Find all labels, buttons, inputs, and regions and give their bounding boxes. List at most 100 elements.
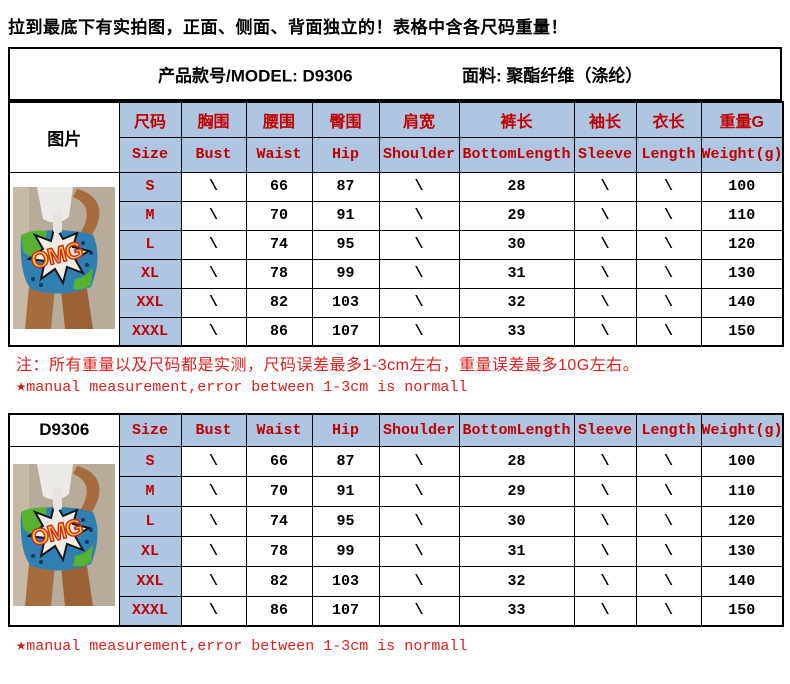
cell-weight: 140 [700,565,784,597]
cell-bottomlength: 30 [458,505,575,537]
cell-shoulder: \ [378,535,460,567]
cell-waist: 70 [245,200,313,231]
cell-sleeve: \ [573,505,637,537]
col-header-cn-hip: 臀围 [311,101,380,138]
cell-bust: \ [180,475,247,507]
cell-length: \ [635,258,702,289]
col-header-en-length: Length [635,136,702,173]
size-label: M [118,475,182,507]
cell-waist: 82 [245,565,313,597]
cell-sleeve: \ [573,595,637,627]
col-header-cn-length: 衣长 [635,101,702,138]
table-row: XXL \ 82 103 \ 32 \ \ 140 [9,287,784,318]
size-label: L [118,505,182,537]
cell-shoulder: \ [378,505,460,537]
col-header-en-hip: Hip [311,136,380,173]
col-header-en-waist: Waist [245,413,313,447]
cell-length: \ [635,505,702,537]
col-header-en-weight: Weight(g) [700,136,784,173]
cell-bust: \ [180,258,247,289]
cell-bottomlength: 31 [458,258,575,289]
table-row: XL \ 78 99 \ 31 \ \ 130 [9,535,784,567]
cell-bottomlength: 30 [458,229,575,260]
cell-weight: 120 [700,505,784,537]
cell-bottomlength: 33 [458,316,575,347]
cell-length: \ [635,287,702,318]
cell-length: \ [635,200,702,231]
cell-bottomlength: 33 [458,595,575,627]
cell-hip: 107 [311,316,380,347]
image-column-header: 图片 [8,101,120,173]
table-row: L \ 74 95 \ 30 \ \ 120 [9,229,784,260]
cell-hip: 91 [311,475,380,507]
cell-waist: 86 [245,316,313,347]
model-header: D9306 [8,413,120,447]
cell-hip: 103 [311,287,380,318]
cell-bust: \ [180,565,247,597]
col-header-en-bust: Bust [180,136,247,173]
size-label: XXL [118,287,182,318]
product-photo-cell: OMG [8,445,120,627]
page-top-note: 拉到最底下有实拍图，正面、侧面、背面独立的！表格中含各尺码重量！ [8,18,568,37]
product-model-label: 产品款号/MODEL: D9306 [158,66,353,86]
table-row: M \ 70 91 \ 29 \ \ 110 [9,200,784,231]
cell-length: \ [635,229,702,260]
cell-weight: 150 [700,316,784,347]
cell-weight: 120 [700,229,784,260]
header-row-en: Size Bust Waist Hip Shoulder BottomLengt… [9,136,784,173]
cell-sleeve: \ [573,316,637,347]
size-table-main: 图片 尺码 胸围 腰围 臀围 肩宽 裤长 袖长 衣长 重量G Size Bust… [8,101,784,347]
table-row: L \ 74 95 \ 30 \ \ 120 [9,505,784,537]
cell-waist: 82 [245,287,313,318]
cell-bust: \ [180,505,247,537]
cell-sleeve: \ [573,258,637,289]
cell-bottomlength: 28 [458,171,575,202]
footer-note-en-text: manual measurement,error between 1-3cm i… [26,638,468,655]
cell-bust: \ [180,535,247,567]
cell-length: \ [635,475,702,507]
col-header-cn-waist: 腰围 [245,101,313,138]
cell-length: \ [635,445,702,477]
note-en: ★manual measurement,error between 1-3cm … [16,376,782,397]
cell-weight: 130 [700,258,784,289]
col-header-cn-size: 尺码 [118,101,182,138]
cell-sleeve: \ [573,171,637,202]
size-label: XL [118,535,182,567]
table-row: XXL \ 82 103 \ 32 \ \ 140 [9,565,784,597]
size-label: M [118,200,182,231]
star-icon: ★ [16,378,27,397]
col-header-en-sleeve: Sleeve [573,413,637,447]
table-row: XL \ 78 99 \ 31 \ \ 130 [9,258,784,289]
col-header-en-shoulder: Shoulder [378,136,460,173]
cell-bust: \ [180,229,247,260]
cell-shoulder: \ [378,229,460,260]
cell-sleeve: \ [573,475,637,507]
cell-waist: 86 [245,595,313,627]
size-label: S [118,171,182,202]
col-header-cn-bottomlength: 裤长 [458,101,575,138]
cell-length: \ [635,565,702,597]
cell-sleeve: \ [573,229,637,260]
cell-length: \ [635,316,702,347]
cell-length: \ [635,171,702,202]
table-row: XXXL \ 86 107 \ 33 \ \ 150 [9,316,784,347]
note-cn: 注：所有重量以及尺码都是实测，尺码误差最多1-3cm左右，重量误差最多10G左右… [16,357,640,374]
cell-hip: 95 [311,505,380,537]
product-photo-omg-shorts: OMG [13,186,116,329]
cell-shoulder: \ [378,258,460,289]
product-photo-omg-shorts: OMG [13,463,116,606]
cell-shoulder: \ [378,595,460,627]
cell-shoulder: \ [378,287,460,318]
col-header-en-bust: Bust [180,413,247,447]
star-icon: ★ [16,637,27,656]
cell-waist: 74 [245,505,313,537]
col-header-cn-shoulder: 肩宽 [378,101,460,138]
cell-shoulder: \ [378,316,460,347]
cell-sleeve: \ [573,445,637,477]
cell-weight: 130 [700,535,784,567]
cell-bottomlength: 28 [458,445,575,477]
cell-weight: 110 [700,200,784,231]
col-header-en-waist: Waist [245,136,313,173]
cell-waist: 78 [245,258,313,289]
cell-hip: 99 [311,258,380,289]
